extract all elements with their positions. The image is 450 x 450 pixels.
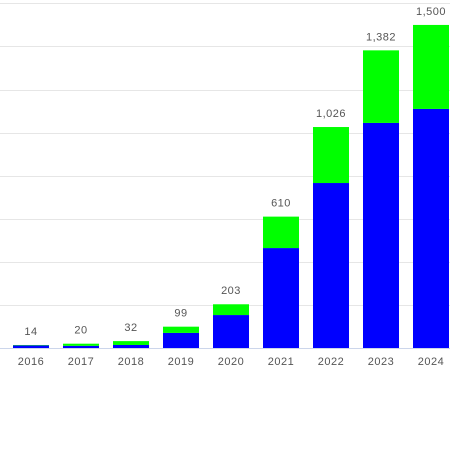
bar-segment xyxy=(263,248,299,348)
x-tick-label: 2024 xyxy=(418,356,444,368)
total-label: 14 xyxy=(24,326,37,338)
total-label: 1,026 xyxy=(316,108,346,120)
total-label: 1,382 xyxy=(366,31,396,43)
bar-segment xyxy=(113,344,149,348)
total-label: 32 xyxy=(124,322,137,334)
bar-segment xyxy=(413,108,449,348)
bar-segment xyxy=(13,345,49,348)
bar-segment xyxy=(213,315,249,348)
x-tick-label: 2017 xyxy=(68,356,94,368)
bar-segment xyxy=(63,343,99,346)
bar-segment xyxy=(313,183,349,348)
x-tick-label: 2016 xyxy=(18,356,44,368)
total-label: 203 xyxy=(221,285,241,297)
x-tick-label: 2021 xyxy=(268,356,294,368)
bar-segment xyxy=(363,50,399,123)
x-tick-label: 2022 xyxy=(318,356,344,368)
bar-segment xyxy=(413,24,449,109)
bar-segment xyxy=(363,122,399,348)
total-label: 20 xyxy=(74,325,87,337)
x-tick-label: 2018 xyxy=(118,356,144,368)
total-label: 1,500 xyxy=(416,6,446,18)
total-label: 610 xyxy=(271,198,291,210)
bar-segment xyxy=(113,341,149,345)
x-tick-label: 2020 xyxy=(218,356,244,368)
bar-segment xyxy=(213,304,249,316)
x-tick-label: 2023 xyxy=(368,356,394,368)
x-tick-label: 2019 xyxy=(168,356,194,368)
bar-segment xyxy=(163,326,199,333)
bar-segment xyxy=(263,216,299,249)
bar-segment xyxy=(313,127,349,184)
bar-segment xyxy=(163,332,199,348)
bar-segment xyxy=(63,345,99,348)
total-label: 99 xyxy=(174,308,187,320)
